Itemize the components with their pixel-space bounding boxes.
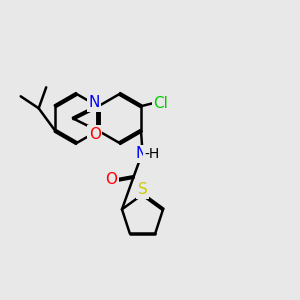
Text: N: N bbox=[88, 95, 100, 110]
Text: N: N bbox=[135, 146, 147, 161]
Text: S: S bbox=[138, 182, 147, 197]
Text: -H: -H bbox=[145, 147, 160, 161]
Text: O: O bbox=[106, 172, 118, 188]
Text: O: O bbox=[89, 127, 101, 142]
Text: Cl: Cl bbox=[153, 96, 168, 111]
